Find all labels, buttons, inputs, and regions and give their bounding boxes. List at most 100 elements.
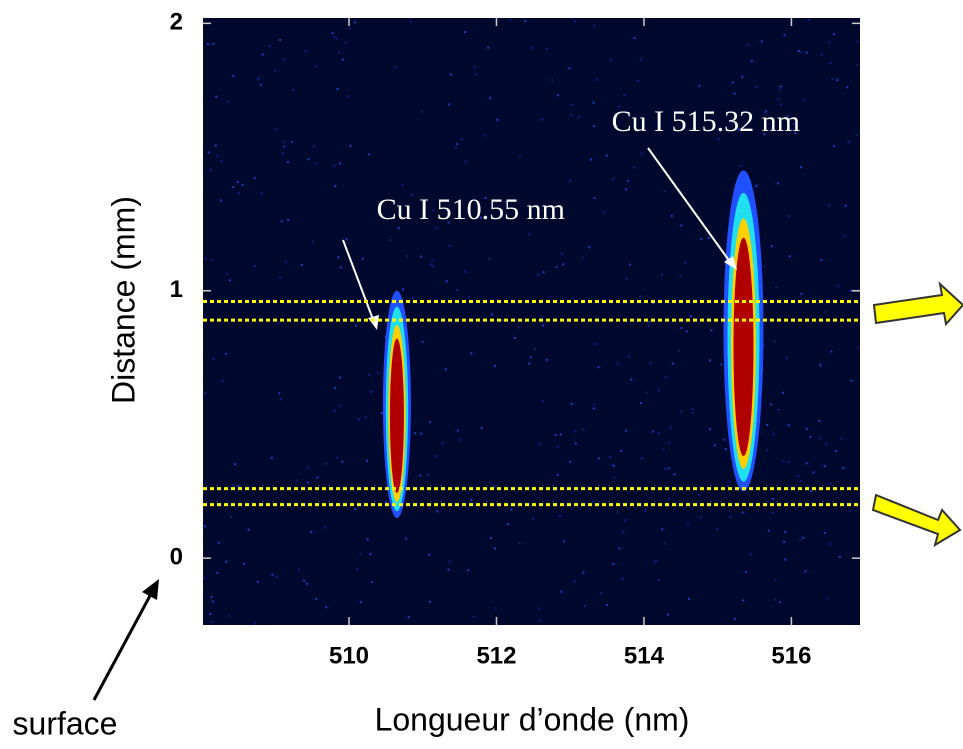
noise [723, 438, 726, 441]
noise [741, 75, 744, 78]
noise [290, 140, 293, 143]
noise [316, 476, 319, 479]
noise [203, 576, 206, 579]
noise [389, 239, 392, 242]
noise [623, 519, 626, 522]
x-tick-label: 510 [329, 642, 369, 669]
noise [336, 456, 339, 459]
noise [376, 371, 379, 374]
noise [538, 443, 541, 446]
noise [802, 99, 805, 102]
noise [570, 103, 573, 106]
noise [310, 531, 313, 534]
noise [236, 180, 239, 183]
noise [554, 433, 557, 436]
noise [384, 501, 387, 504]
noise [805, 427, 808, 430]
noise [797, 474, 800, 477]
noise [769, 403, 772, 406]
noise [777, 182, 780, 185]
noise [341, 58, 344, 61]
noise [509, 18, 512, 21]
noise [562, 540, 565, 543]
noise [717, 138, 720, 141]
noise [618, 105, 621, 108]
noise [785, 357, 788, 360]
noise [651, 430, 654, 433]
noise [306, 481, 309, 484]
noise [777, 98, 780, 101]
noise [831, 77, 834, 80]
noise [489, 536, 492, 539]
noise [397, 227, 400, 230]
noise [501, 319, 504, 322]
noise [428, 553, 431, 556]
noise [227, 100, 230, 103]
noise [232, 484, 235, 487]
noise [467, 569, 470, 572]
noise [338, 405, 341, 408]
noise [542, 324, 545, 327]
noise [613, 476, 616, 479]
noise [668, 497, 671, 500]
noise [275, 575, 278, 578]
noise [622, 530, 625, 533]
noise [649, 362, 652, 365]
noise [222, 379, 225, 382]
emission-core [733, 237, 754, 457]
noise [800, 166, 803, 169]
noise [745, 571, 748, 574]
y-tick-label: 0 [170, 543, 183, 570]
noise [217, 541, 220, 544]
noise [348, 27, 351, 30]
noise [627, 179, 630, 182]
noise [295, 479, 298, 482]
noise [268, 45, 271, 48]
noise [436, 510, 439, 513]
noise [819, 364, 822, 367]
noise [420, 432, 423, 435]
noise [593, 125, 596, 128]
line-label: Cu I 510.55 nm [377, 193, 565, 226]
noise [660, 273, 663, 276]
noise [661, 528, 664, 531]
noise [741, 511, 744, 514]
noise [755, 185, 758, 188]
noise [787, 461, 790, 464]
noise [771, 511, 774, 514]
noise [473, 66, 476, 69]
noise [611, 464, 614, 467]
noise [529, 356, 532, 359]
noise [355, 324, 358, 327]
noise [716, 528, 719, 531]
noise [763, 133, 766, 136]
noise [215, 95, 218, 98]
noise [357, 418, 360, 421]
noise [556, 473, 559, 476]
noise [480, 216, 483, 219]
noise [595, 78, 598, 81]
noise [247, 528, 250, 531]
noise [742, 599, 745, 602]
noise [336, 88, 339, 91]
noise [493, 485, 496, 488]
noise [315, 162, 318, 165]
noise [779, 85, 782, 88]
noise [670, 214, 673, 217]
noise [800, 293, 803, 296]
noise [805, 51, 808, 54]
noise [788, 215, 791, 218]
annotation-arrow [647, 147, 734, 267]
noise [788, 255, 791, 258]
noise [359, 553, 362, 556]
noise [334, 184, 337, 187]
noise [216, 155, 219, 158]
noise [371, 580, 374, 583]
noise [675, 111, 678, 114]
noise [848, 140, 851, 143]
noise [225, 560, 228, 563]
noise [258, 76, 261, 79]
noise [409, 20, 412, 23]
noise [780, 103, 783, 106]
